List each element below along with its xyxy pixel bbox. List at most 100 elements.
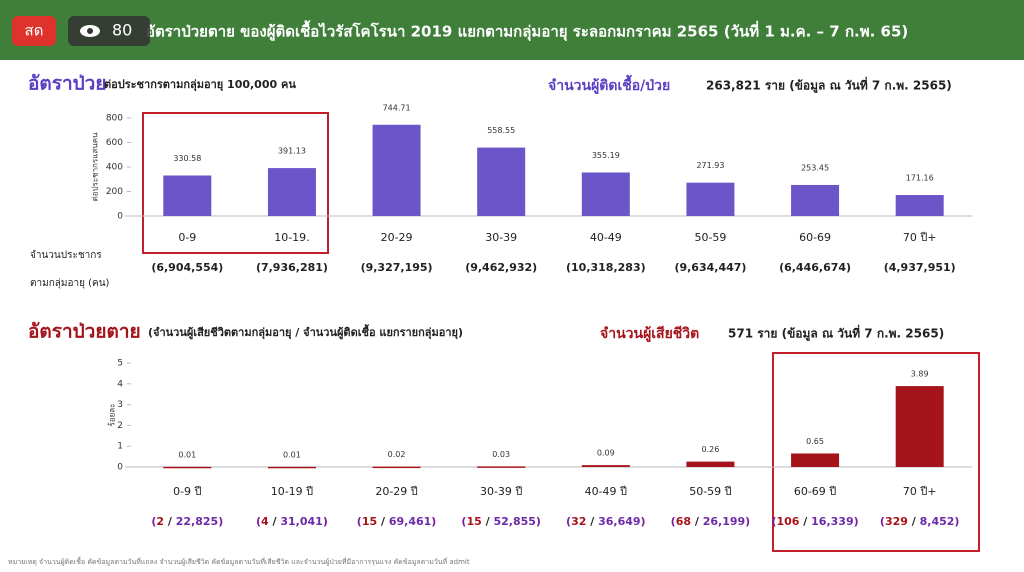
ratio: (68 / 26,199) [671, 515, 751, 528]
y-tick-label: 800 [106, 114, 123, 124]
paren: ) [431, 515, 436, 528]
highlight-box [142, 112, 329, 254]
x-tick-label: 20-29 [381, 231, 413, 244]
bar [895, 386, 944, 467]
value-label: 0.01 [283, 450, 301, 459]
value-label: 0.03 [492, 450, 510, 459]
value-label: 253.45 [801, 163, 829, 172]
y-tick-label: 0 [117, 212, 123, 222]
bar [895, 195, 944, 216]
cases: 26,199 [703, 515, 745, 528]
ratio: (15 / 69,461) [357, 515, 437, 528]
cases: 69,461 [389, 515, 431, 528]
paren: ( [771, 515, 776, 528]
value-label: 330.58 [173, 154, 201, 163]
cases: 31,041 [280, 515, 322, 528]
y-tick-label: 0 [117, 463, 123, 473]
slash: / [691, 515, 703, 528]
bar [686, 182, 735, 216]
value-label: 0.02 [388, 450, 406, 459]
paren: ) [323, 515, 328, 528]
value-label: 744.71 [383, 103, 411, 112]
slash: / [164, 515, 176, 528]
bar [477, 147, 526, 216]
y-tick-label: 4 [117, 379, 123, 389]
note-label: จำนวนผู้เสียชีวิต [600, 326, 699, 342]
value-label: 271.93 [696, 161, 724, 170]
eye-pupil [87, 28, 93, 34]
live-badge [12, 16, 56, 46]
x-tick-label: 70 ปี+ [903, 231, 937, 244]
x-tick-label: 50-59 ปี [689, 485, 731, 498]
ratio: (106 / 16,339) [771, 515, 858, 528]
cases: 16,339 [811, 515, 853, 528]
note: 571 ราย (ข้อมูล ณ วันที่ 7 ก.พ. 2565) [728, 325, 944, 342]
y-tick-label: 2 [117, 421, 123, 431]
bar [477, 466, 526, 468]
bar [163, 175, 212, 216]
value-label: 0.65 [806, 437, 824, 446]
x-tick-label: 10-19 ปี [271, 485, 313, 498]
bar [267, 466, 316, 469]
slash: / [269, 515, 281, 528]
ratio: (15 / 52,855) [461, 515, 541, 528]
highlight-box [772, 352, 980, 552]
header-title: อัตราป่วยตาย ของผู้ติดเชื้อไวรัสโคโรนา 2… [146, 20, 908, 42]
paren: ) [641, 515, 646, 528]
value-label: 558.55 [487, 126, 515, 135]
slash: / [377, 515, 389, 528]
note: 263,821 ราย (ข้อมูล ณ วันที่ 7 ก.พ. 2565… [706, 77, 952, 94]
x-tick-label: 60-69 [799, 231, 831, 244]
bar [686, 461, 735, 467]
x-tick-label: 30-39 [485, 231, 517, 244]
value-label: 0.01 [178, 450, 196, 459]
y-tick-label: 5 [117, 359, 123, 369]
value-label: 391.13 [278, 147, 306, 156]
viewer-count: 80 [112, 21, 132, 40]
bar [581, 465, 630, 467]
slash: / [482, 515, 494, 528]
bar [791, 453, 840, 467]
deaths: 15 [466, 515, 481, 528]
note-label: จำนวนผู้ติดเชื้อ/ป่วย [548, 74, 670, 94]
x-tick-label: 60-69 ปี [794, 485, 836, 498]
ratio: (32 / 36,649) [566, 515, 646, 528]
x-tick-label: 50-59 [694, 231, 726, 244]
paren: ( [151, 515, 156, 528]
paren: ) [536, 515, 541, 528]
population: (9,327,195) [361, 261, 433, 274]
chart-subtitle: ต่อประชากรตามกลุ่มอายุ 100,000 คน [104, 78, 296, 92]
population-label: ตามกลุ่มอายุ (คน) [30, 278, 110, 289]
slash: / [799, 515, 811, 528]
x-tick-label: 0-9 [178, 231, 196, 244]
cases: 8,452 [920, 515, 955, 528]
live-text: สด [25, 22, 44, 40]
slash: / [908, 515, 920, 528]
footnote: หมายเหตุ จำนวนผู้ติดเชื้อ คัดข้อมูลตามวั… [8, 555, 470, 566]
deaths: 106 [777, 515, 800, 528]
chart-title: อัตราป่วยตาย [28, 321, 141, 343]
x-tick-label: 20-29 ปี [375, 485, 417, 498]
deaths: 2 [156, 515, 164, 528]
deaths: 15 [362, 515, 377, 528]
value-label: 355.19 [592, 151, 620, 160]
cases: 52,855 [493, 515, 535, 528]
deaths: 32 [571, 515, 586, 528]
value-label: 0.26 [702, 445, 720, 454]
slash: / [586, 515, 598, 528]
ratio: (4 / 31,041) [256, 515, 328, 528]
bar [267, 168, 316, 216]
paren: ( [566, 515, 571, 528]
population: (9,634,447) [674, 261, 746, 274]
bar [163, 466, 212, 469]
paren: ( [256, 515, 261, 528]
paren: ( [461, 515, 466, 528]
deaths: 4 [261, 515, 269, 528]
bar [791, 184, 840, 216]
y-tick-label: 200 [106, 187, 123, 197]
paren: ( [671, 515, 676, 528]
cases: 36,649 [598, 515, 640, 528]
ratio: (329 / 8,452) [880, 515, 960, 528]
